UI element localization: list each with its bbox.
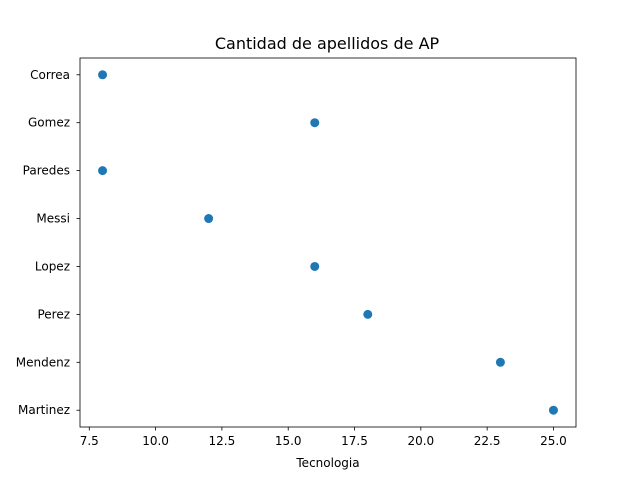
chart-title: Cantidad de apellidos de AP — [215, 34, 440, 53]
data-point-lopez — [310, 261, 320, 271]
data-point-messi — [204, 214, 214, 224]
data-points — [98, 70, 558, 415]
y-tick-label: Messi — [36, 212, 70, 226]
data-point-gomez — [310, 118, 320, 128]
x-axis: 7.5 10.0 12.5 15.0 17.5 20.0 22.5 25.0 — [80, 427, 567, 448]
x-tick-label: 10.0 — [142, 434, 169, 448]
y-tick-label: Perez — [37, 307, 70, 321]
x-tick-label: 17.5 — [341, 434, 368, 448]
plot-frame — [79, 57, 577, 428]
y-tick-label: Correa — [30, 68, 70, 82]
y-axis: Martinez Mendenz Perez Lopez Messi Paredes Gom… — [16, 68, 80, 417]
x-tick-label: 15.0 — [275, 434, 302, 448]
data-point-perez — [363, 309, 373, 319]
y-tick-label: Paredes — [23, 164, 70, 178]
x-axis-label: Tecnologia — [295, 456, 359, 470]
data-point-paredes — [98, 166, 108, 176]
x-tick-label: 12.5 — [209, 434, 236, 448]
data-point-martinez — [548, 405, 558, 415]
data-point-mendenz — [495, 357, 505, 367]
y-tick-label: Gomez — [28, 116, 70, 130]
data-point-correa — [98, 70, 108, 80]
x-tick-label: 20.0 — [407, 434, 434, 448]
y-tick-label: Lopez — [35, 259, 70, 273]
x-tick-label: 25.0 — [540, 434, 567, 448]
y-tick-label: Martinez — [18, 403, 70, 417]
x-tick-label: 22.5 — [474, 434, 501, 448]
x-tick-label: 7.5 — [80, 434, 99, 448]
y-tick-label: Mendenz — [16, 355, 70, 369]
